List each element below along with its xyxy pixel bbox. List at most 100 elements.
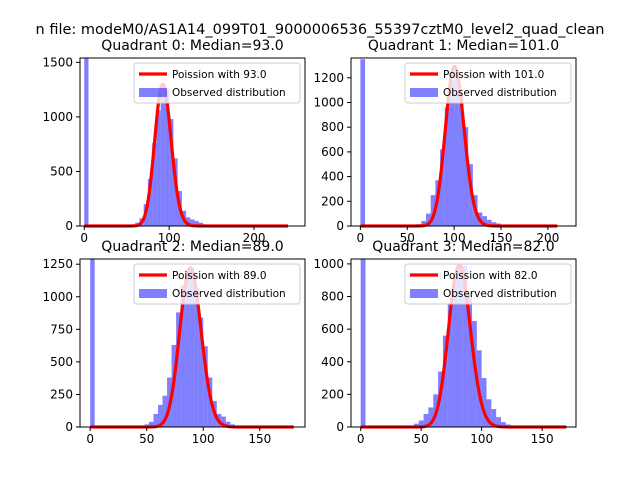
histogram-bar — [463, 127, 469, 226]
histogram-bar — [486, 219, 492, 226]
y-tick-label: 1250 — [42, 257, 73, 271]
histogram-bar — [426, 213, 431, 226]
x-tick-label: 200 — [536, 231, 559, 245]
histogram-bar — [198, 317, 204, 427]
legend-hist-swatch — [410, 88, 438, 97]
subplot-title: Quadrant 3: Median=82.0 — [372, 239, 554, 255]
y-tick-label: 500 — [50, 355, 73, 369]
histogram-bar — [418, 420, 424, 427]
subplot-title: Quadrant 1: Median=101.0 — [368, 38, 559, 54]
legend-hist-swatch — [139, 88, 167, 97]
figure-suptitle: n file: modeM0/AS1A14_099T01_9000006536_… — [36, 22, 605, 38]
histogram-bar — [491, 222, 497, 226]
x-tick-label: 50 — [414, 432, 429, 446]
legend-box — [404, 263, 572, 305]
histogram-bar — [360, 59, 366, 227]
axes-frame — [350, 258, 577, 428]
histogram-bar — [454, 71, 459, 227]
y-tick-label: 400 — [321, 170, 344, 184]
legend-fit-label: Poission with 101.0 — [443, 69, 544, 81]
axes-frame — [79, 57, 306, 227]
x-tick-label: 100 — [470, 432, 493, 446]
histogram-bar — [496, 417, 501, 427]
y-tick-label: 1000 — [313, 95, 344, 109]
y-tick-label: 200 — [321, 194, 344, 208]
histogram-bar — [162, 395, 168, 427]
y-tick-label: 1200 — [313, 71, 344, 85]
y-tick-label: 1500 — [42, 55, 73, 69]
subplot-3: 0 50 100 150 0 200 400 600 800 1000 Quadrant 3: Me… — [313, 239, 577, 446]
histogram-bar — [160, 86, 165, 226]
histogram-bar — [152, 143, 157, 226]
x-tick-label: 50 — [400, 231, 415, 245]
y-tick-label: 200 — [321, 387, 344, 401]
legend-hist-swatch — [139, 289, 167, 298]
histogram-bar — [148, 421, 154, 427]
y-tick-label: 0 — [336, 219, 344, 233]
histogram-bar — [421, 221, 426, 226]
x-tick-label: 150 — [531, 432, 554, 446]
legend-hist-label: Observed distribution — [172, 87, 286, 99]
histogram-bar — [440, 149, 445, 226]
x-tick-label: 100 — [158, 231, 181, 245]
histogram-bar — [90, 259, 95, 427]
histogram-bar — [198, 222, 204, 226]
subplot-1: 0 50 100 150 200 0 200 400 600 800 1000 1200 Quadran… — [313, 38, 577, 245]
legend-hist-label: Observed distribution — [172, 288, 286, 300]
histogram-bar — [360, 259, 366, 427]
histogram-bar — [452, 275, 458, 427]
legend-box — [133, 263, 301, 305]
subplot-0: 0 100 200 0 500 1000 1500 Quadrant 0: Median=93… — [42, 38, 306, 245]
x-tick-label: 0 — [357, 432, 365, 446]
histogram-bar — [189, 268, 195, 427]
histogram-bar — [169, 119, 174, 226]
x-tick-label: 200 — [243, 231, 266, 245]
subplot-title: Quadrant 2: Median=89.0 — [101, 239, 283, 255]
axes-frame — [79, 258, 306, 428]
subplot-2: 0 50 100 150 0 250 500 750 1000 1250 Quadrant 2: M… — [42, 239, 306, 446]
subplot-title: Quadrant 0: Median=93.0 — [101, 38, 283, 54]
histogram-bar — [413, 423, 419, 427]
histogram-bar — [203, 346, 208, 427]
histogram-bar — [186, 217, 191, 226]
histogram-bar — [457, 263, 463, 427]
y-tick-label: 800 — [321, 120, 344, 134]
histogram-bar — [471, 320, 477, 427]
histogram-bar — [447, 303, 453, 427]
y-tick-label: 750 — [50, 322, 73, 336]
histogram-bar — [458, 96, 464, 226]
y-tick-label: 600 — [321, 145, 344, 159]
legend-fit-label: Poission with 82.0 — [443, 270, 538, 282]
y-tick-label: 0 — [336, 420, 344, 434]
histogram-bar — [153, 413, 159, 427]
histogram-bar — [486, 399, 492, 427]
legend-fit-label: Poission with 89.0 — [172, 270, 267, 282]
y-tick-label: 800 — [321, 290, 344, 304]
histogram-bar — [156, 110, 161, 226]
histogram-bar — [185, 270, 190, 427]
histogram-bar — [180, 285, 186, 427]
legend-hist-label: Observed distribution — [443, 288, 557, 300]
histogram-bar — [147, 179, 153, 226]
histogram-bar — [225, 421, 231, 427]
histogram-bar — [481, 378, 487, 427]
legend-hist-label: Observed distribution — [443, 87, 557, 99]
legend-box — [133, 62, 301, 104]
y-tick-label: 0 — [65, 420, 73, 434]
histogram-bar — [423, 413, 429, 427]
y-tick-label: 1000 — [42, 110, 73, 124]
histogram-bar — [467, 293, 472, 427]
y-tick-label: 1000 — [42, 290, 73, 304]
y-tick-label: 400 — [321, 355, 344, 369]
histogram-bar — [482, 216, 487, 226]
histogram-bar — [430, 195, 436, 226]
legend-fit-label: Poission with 93.0 — [172, 69, 267, 81]
histogram-bar — [158, 404, 163, 427]
histogram-bar — [428, 407, 434, 427]
histogram-bar — [449, 80, 455, 226]
histogram-bar — [221, 416, 226, 427]
y-tick-label: 600 — [321, 322, 344, 336]
y-tick-label: 500 — [50, 164, 73, 178]
histogram-bar — [491, 409, 497, 427]
